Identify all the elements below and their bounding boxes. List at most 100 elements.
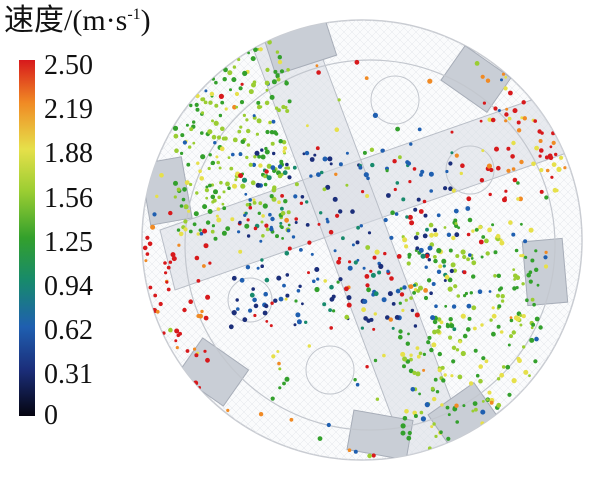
particle	[478, 225, 483, 230]
particle	[238, 249, 243, 254]
particle	[271, 354, 276, 359]
particle	[335, 213, 340, 218]
particle	[484, 359, 489, 364]
particle	[405, 341, 410, 346]
particle	[264, 277, 270, 283]
particle	[418, 209, 424, 214]
particle	[282, 146, 288, 151]
particle	[523, 239, 528, 244]
particle	[248, 162, 253, 167]
particle	[255, 132, 259, 136]
particle	[295, 312, 301, 318]
particle	[176, 333, 181, 338]
particle	[504, 75, 508, 79]
particle	[512, 108, 518, 114]
particle	[347, 265, 353, 271]
particle	[433, 228, 438, 233]
particle	[322, 156, 328, 162]
particle	[242, 317, 248, 323]
particle	[264, 169, 269, 174]
particle	[322, 187, 327, 192]
particle	[240, 183, 246, 189]
particle	[478, 239, 484, 245]
particle	[377, 270, 382, 275]
particle	[520, 116, 524, 120]
particle	[166, 265, 171, 270]
particle	[466, 232, 471, 237]
particle	[416, 289, 420, 293]
particle	[385, 169, 389, 173]
particle	[451, 345, 457, 350]
particle	[276, 275, 282, 281]
particle	[178, 231, 184, 237]
particle	[496, 402, 502, 408]
particle	[282, 381, 286, 386]
particle	[260, 264, 265, 269]
particle	[245, 203, 250, 207]
particle	[336, 259, 341, 265]
particle	[418, 351, 423, 356]
particle	[265, 67, 270, 72]
particle	[234, 178, 238, 182]
particle	[299, 201, 304, 205]
particle	[317, 222, 321, 226]
particle	[294, 299, 298, 303]
particle	[447, 277, 453, 283]
particle	[496, 324, 501, 329]
tick-label: 2.50	[44, 50, 93, 81]
particle	[194, 353, 198, 357]
particle	[269, 225, 273, 229]
particle	[253, 303, 259, 309]
particle	[213, 236, 218, 241]
particle	[484, 238, 489, 244]
particle	[516, 128, 522, 133]
particle	[438, 264, 443, 269]
particle	[240, 139, 246, 144]
particle	[409, 296, 413, 300]
particle	[550, 175, 554, 179]
particle	[415, 346, 420, 350]
particle	[552, 187, 558, 193]
particle	[225, 181, 230, 187]
particle	[185, 349, 190, 353]
particle	[210, 160, 216, 166]
particle	[307, 344, 311, 348]
particle	[509, 334, 513, 339]
particle	[173, 180, 178, 186]
particle	[306, 124, 309, 128]
particle	[515, 316, 521, 322]
particle	[496, 293, 500, 298]
particle	[474, 407, 478, 412]
particle	[304, 320, 308, 324]
particle	[402, 237, 408, 243]
particle	[238, 173, 244, 179]
particle	[185, 123, 189, 127]
particle	[563, 166, 567, 170]
particle	[407, 252, 412, 257]
particle	[329, 162, 333, 166]
particle	[455, 420, 460, 424]
particle	[309, 174, 313, 178]
particle	[213, 120, 219, 126]
particle	[439, 430, 443, 435]
particle	[241, 177, 248, 183]
particle	[189, 182, 193, 187]
particle	[256, 118, 262, 124]
particle	[159, 173, 164, 178]
particle	[152, 212, 157, 217]
particle	[253, 313, 257, 318]
particle	[412, 283, 417, 287]
particle	[516, 356, 521, 361]
particle	[495, 233, 501, 239]
particle	[252, 114, 256, 118]
particle	[489, 318, 493, 322]
particle	[271, 79, 277, 85]
particle	[364, 274, 370, 279]
particle	[445, 405, 450, 410]
particle	[265, 129, 270, 135]
particle	[229, 166, 234, 171]
particle	[220, 100, 225, 105]
particle	[408, 180, 412, 184]
particle	[494, 146, 499, 152]
particle	[501, 72, 506, 76]
